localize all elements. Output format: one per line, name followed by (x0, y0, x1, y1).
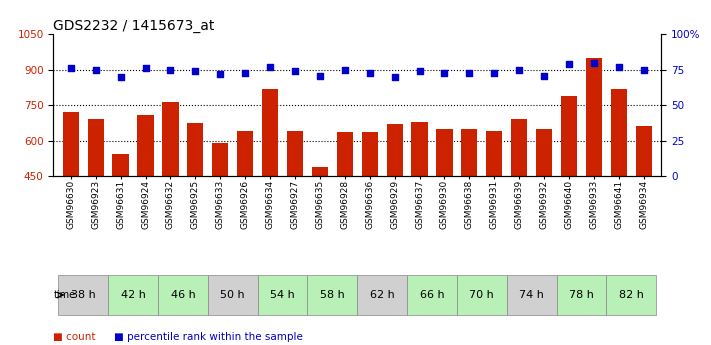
Bar (287, 131, 303, 176)
Point (414, 69, 425, 74)
Text: 74 h: 74 h (519, 290, 544, 300)
Bar (307, 275, 357, 315)
Point (513, 67, 525, 72)
Text: 42 h: 42 h (121, 290, 146, 300)
Bar (187, 123, 203, 176)
Bar (158, 275, 208, 315)
Point (314, 73, 326, 78)
Text: time: time (54, 290, 76, 300)
Bar (457, 275, 507, 315)
Point (638, 67, 649, 72)
Bar (87, 119, 104, 176)
Bar (108, 275, 158, 315)
Text: 38 h: 38 h (71, 290, 95, 300)
Point (488, 70, 500, 76)
Text: ■ percentile rank within the sample: ■ percentile rank within the sample (114, 332, 303, 342)
Bar (237, 131, 253, 176)
Bar (58, 275, 108, 315)
Point (240, 70, 251, 76)
Bar (511, 119, 528, 176)
Point (538, 73, 550, 78)
Point (613, 64, 624, 70)
Point (588, 60, 599, 66)
Point (439, 70, 450, 76)
Point (90, 67, 102, 72)
Text: 70 h: 70 h (469, 290, 494, 300)
Bar (208, 275, 257, 315)
Point (339, 67, 351, 72)
Point (264, 64, 276, 70)
Bar (507, 275, 557, 315)
Bar (407, 275, 457, 315)
Bar (137, 115, 154, 176)
Point (165, 67, 176, 72)
Bar (257, 275, 307, 315)
Bar (212, 143, 228, 176)
Point (563, 61, 574, 67)
Bar (437, 129, 453, 176)
Text: 54 h: 54 h (270, 290, 295, 300)
Point (364, 70, 375, 76)
Bar (63, 112, 79, 176)
Text: 58 h: 58 h (320, 290, 345, 300)
Bar (362, 132, 378, 176)
Bar (461, 129, 478, 176)
Bar (561, 96, 577, 176)
Point (289, 69, 301, 74)
Bar (312, 167, 328, 176)
Point (65, 66, 77, 71)
Point (215, 71, 226, 77)
Bar (536, 129, 552, 176)
Bar (112, 154, 129, 176)
Text: GDS2232 / 1415673_at: GDS2232 / 1415673_at (53, 19, 215, 33)
Bar (337, 132, 353, 176)
Bar (557, 275, 606, 315)
Bar (611, 89, 627, 176)
Bar (486, 131, 503, 176)
Bar (357, 275, 407, 315)
Point (115, 74, 127, 80)
Text: 62 h: 62 h (370, 290, 395, 300)
Text: 46 h: 46 h (171, 290, 196, 300)
Bar (606, 275, 656, 315)
Text: 82 h: 82 h (619, 290, 643, 300)
Text: 78 h: 78 h (569, 290, 594, 300)
Bar (387, 124, 402, 176)
Text: ■ count: ■ count (53, 332, 96, 342)
Bar (636, 126, 652, 176)
Point (140, 66, 151, 71)
Bar (586, 58, 602, 176)
Bar (412, 122, 427, 176)
Point (464, 70, 475, 76)
Bar (262, 89, 278, 176)
Text: 50 h: 50 h (220, 290, 245, 300)
Text: 66 h: 66 h (419, 290, 444, 300)
Point (190, 69, 201, 74)
Bar (162, 102, 178, 176)
Point (389, 74, 400, 80)
